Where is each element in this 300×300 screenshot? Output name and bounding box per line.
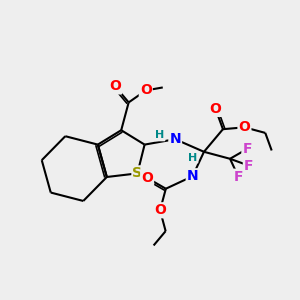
Text: N: N <box>169 132 181 146</box>
Text: O: O <box>210 102 221 116</box>
Text: N: N <box>187 169 198 183</box>
Text: O: O <box>141 171 153 185</box>
Text: F: F <box>234 170 243 184</box>
Text: H: H <box>155 130 164 140</box>
Text: F: F <box>242 142 252 156</box>
Text: O: O <box>238 120 250 134</box>
Text: O: O <box>140 83 152 98</box>
Text: H: H <box>188 153 197 163</box>
Text: S: S <box>132 167 142 180</box>
Text: O: O <box>154 203 166 217</box>
Text: F: F <box>244 159 254 172</box>
Text: O: O <box>109 80 121 93</box>
